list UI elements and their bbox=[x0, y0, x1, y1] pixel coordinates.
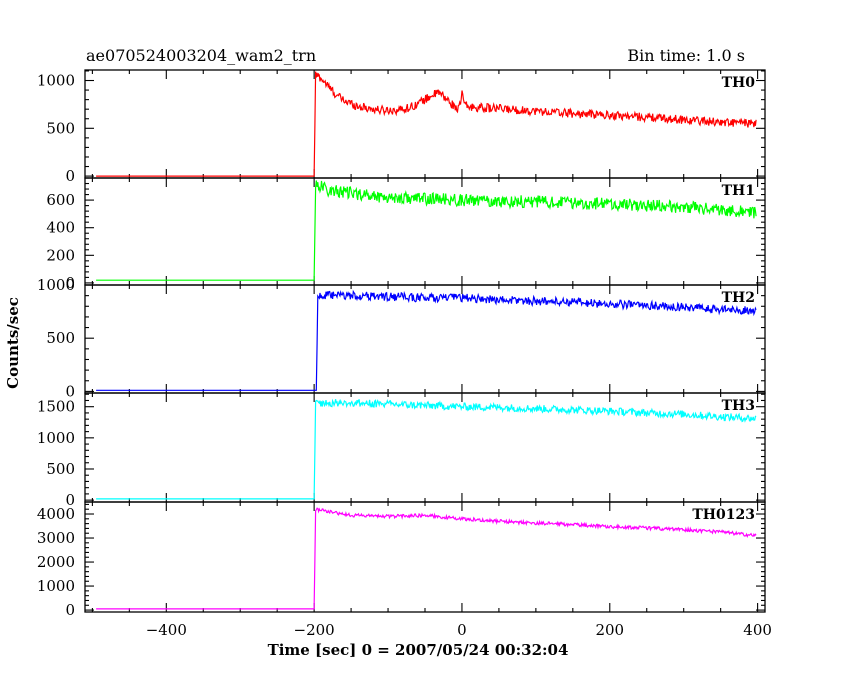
panels: 0 500 1000 TH0 0 200 400 600 TH1 0 500 1000 TH2 0 500 1… bbox=[37, 69, 766, 619]
panel-th0123-ticks bbox=[85, 502, 765, 612]
y-tick-label: 500 bbox=[46, 460, 75, 478]
panel-frame bbox=[84, 284, 766, 394]
y-tick-label: 500 bbox=[46, 329, 75, 347]
data-trace-th0 bbox=[96, 71, 757, 177]
x-tick-label: 200 bbox=[595, 621, 624, 639]
y-tick-label: 0 bbox=[65, 274, 75, 292]
y-tick-label: 0 bbox=[65, 167, 75, 185]
y-tick-label: 2000 bbox=[37, 553, 75, 571]
y-tick-label: 4000 bbox=[37, 505, 75, 523]
x-axis-label: Time [sec] 0 = 2007/05/24 00:32:04 bbox=[268, 641, 569, 659]
y-tick-label: 600 bbox=[46, 191, 75, 209]
panel-frame bbox=[84, 501, 766, 613]
x-axis-tick-labels: −400 −200 0 200 400 bbox=[146, 621, 772, 639]
y-tick-label: 0 bbox=[65, 491, 75, 509]
y-tick-label: 500 bbox=[46, 119, 75, 137]
bin-time-label: Bin time: 1.0 s bbox=[627, 46, 745, 65]
data-trace-th1 bbox=[96, 180, 757, 281]
series-label: TH0 bbox=[722, 75, 756, 91]
y-tick-label: 1000 bbox=[37, 429, 75, 447]
panel-th0-ticks bbox=[85, 70, 765, 178]
panel-th0: 0 500 1000 TH0 bbox=[37, 69, 766, 185]
panel-th3: 0 500 1000 1500 TH3 bbox=[37, 392, 766, 509]
series-label: TH1 bbox=[722, 183, 755, 199]
x-tick-label: −400 bbox=[146, 621, 187, 639]
panel-th3-ticks bbox=[85, 393, 765, 502]
x-tick-label: −200 bbox=[294, 621, 335, 639]
x-tick-label: 400 bbox=[743, 621, 772, 639]
y-axis-label: Counts/sec bbox=[4, 297, 22, 389]
y-tick-label: 1000 bbox=[37, 577, 75, 595]
y-tick-label: 0 bbox=[65, 382, 75, 400]
y-tick-label: 1500 bbox=[37, 398, 75, 416]
y-tick-label: 400 bbox=[46, 219, 75, 237]
panel-frame bbox=[84, 392, 766, 503]
y-tick-label: 1000 bbox=[37, 276, 75, 294]
series-label: TH2 bbox=[722, 290, 755, 306]
panel-th2: 0 500 1000 TH2 bbox=[37, 276, 766, 400]
chart-title: ae070524003204_wam2_trn bbox=[86, 46, 316, 65]
y-tick-label: 0 bbox=[65, 601, 75, 619]
panel-th1: 0 200 400 600 TH1 bbox=[46, 177, 766, 292]
panel-th2-ticks bbox=[85, 284, 765, 393]
series-label: TH0123 bbox=[692, 507, 755, 523]
data-trace-th2 bbox=[96, 289, 757, 391]
panel-frame bbox=[84, 69, 766, 179]
panel-th0123: 0 1000 2000 3000 4000 TH0123 bbox=[37, 501, 766, 619]
x-tick-label: 0 bbox=[457, 621, 467, 639]
y-tick-label: 3000 bbox=[37, 529, 75, 547]
data-trace-th0123 bbox=[96, 507, 757, 610]
data-trace-th3 bbox=[96, 398, 757, 500]
series-label: TH3 bbox=[722, 398, 755, 414]
y-tick-label: 1000 bbox=[37, 72, 75, 90]
y-tick-label: 200 bbox=[46, 246, 75, 264]
